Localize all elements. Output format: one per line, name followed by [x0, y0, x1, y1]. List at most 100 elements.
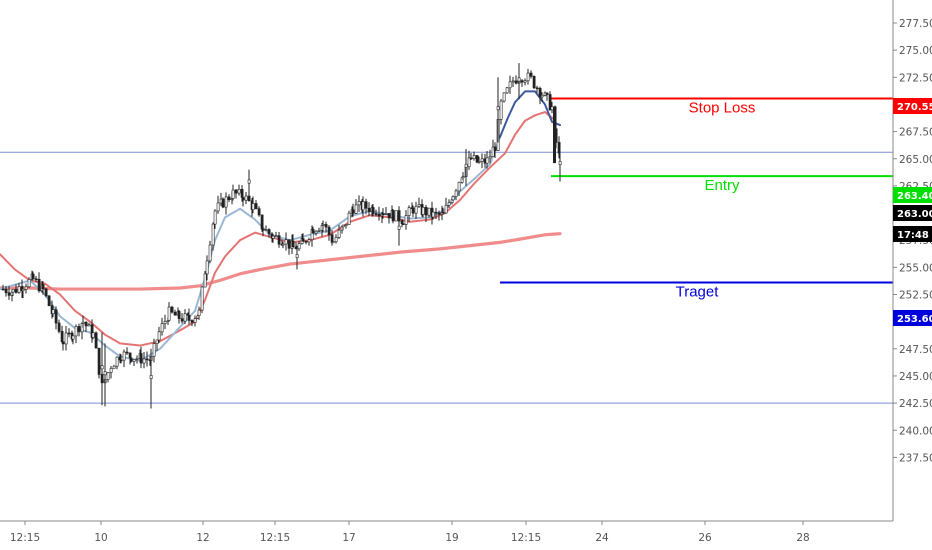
candle-body: [297, 243, 301, 250]
y-tick-label: 267.50: [899, 127, 932, 139]
candle-body: [523, 80, 527, 83]
ma-slow-line: [0, 111, 554, 347]
candle-body: [221, 198, 225, 208]
candle-body: [103, 371, 107, 376]
candle-body: [304, 240, 308, 243]
candle-body: [264, 229, 268, 231]
candle-body: [444, 204, 448, 214]
candle-body: [558, 161, 562, 166]
candle-body: [14, 289, 18, 293]
candle-body: [291, 240, 295, 248]
candle-body: [469, 157, 473, 160]
candle-body: [170, 306, 174, 313]
candle-body: [354, 204, 358, 214]
candle-body: [205, 260, 209, 275]
candle-body: [317, 229, 321, 232]
candle-body: [367, 207, 371, 213]
candle-body: [274, 235, 278, 237]
candle-body: [139, 353, 143, 364]
candle-body: [404, 215, 408, 225]
candle-body: [341, 224, 345, 228]
level-label-entry: Entry: [704, 177, 740, 194]
candle-body: [152, 343, 156, 357]
candle-body: [157, 331, 161, 341]
candle-body: [11, 289, 15, 293]
candle-body: [467, 157, 471, 168]
candle-body: [532, 76, 536, 89]
candle-body: [97, 347, 101, 375]
candle-body: [244, 195, 248, 201]
candle-body: [24, 286, 28, 290]
candle-body: [208, 244, 212, 262]
candle-body: [94, 332, 98, 349]
candle-body: [180, 318, 184, 322]
y-axis[interactable]: 277.50275.00272.50270.00267.50265.00262.…: [892, 0, 932, 521]
candle-body: [311, 229, 315, 234]
candle-body: [277, 235, 281, 245]
candle-body: [160, 323, 164, 333]
candle-body: [391, 210, 395, 222]
candle-body: [247, 179, 251, 184]
candle-body: [447, 202, 451, 206]
candle-body: [485, 157, 489, 164]
candle-body: [371, 207, 375, 214]
candle-body: [511, 80, 515, 83]
price-badge-label: 253.60: [897, 314, 932, 325]
candle-body: [54, 309, 58, 324]
candle-body: [454, 190, 458, 197]
candles: [1, 63, 562, 409]
candle-body: [37, 278, 41, 292]
candle-body: [261, 228, 265, 231]
candle-body: [431, 211, 435, 218]
candle-body: [545, 92, 549, 95]
plot-area[interactable]: Stop Loss Entry Traget: [0, 63, 893, 409]
candle-body: [529, 72, 533, 77]
y-tick-label: 237.50: [899, 452, 932, 464]
candle-body: [100, 365, 104, 370]
candle-body: [407, 207, 411, 216]
ma-fast-line: [0, 136, 501, 362]
candle-body: [493, 146, 497, 151]
candle-body: [132, 359, 136, 362]
candle-body: [526, 72, 530, 82]
candle-body: [74, 326, 78, 337]
x-tick-label: 10: [94, 532, 107, 544]
candle-body: [461, 176, 465, 179]
candle-body: [505, 87, 509, 94]
candle-body: [129, 357, 133, 362]
candle-body: [364, 201, 368, 209]
candle-body: [324, 224, 328, 228]
candle-body: [548, 94, 552, 111]
candle-body: [106, 372, 110, 380]
candle-body: [508, 81, 512, 89]
candle-body: [190, 320, 194, 323]
x-axis[interactable]: 12:15 10 12 12:15 17 19 12:15 24 26 28: [0, 520, 932, 550]
candle-body: [417, 204, 421, 207]
ma-long-line: [0, 232, 562, 291]
candle-body: [4, 288, 8, 294]
candle-body: [1, 288, 5, 291]
candle-body: [314, 230, 318, 234]
candle-body: [424, 207, 428, 216]
candle-body: [142, 358, 146, 364]
candle-body: [167, 306, 171, 321]
candle-body: [381, 213, 385, 215]
candle-body: [301, 238, 305, 242]
x-tick-label: 17: [342, 532, 355, 544]
x-tick-label: 12:15: [260, 532, 290, 544]
candle-body: [517, 77, 521, 82]
y-tick-label: 242.50: [899, 398, 932, 410]
candle-body: [540, 95, 544, 98]
candle-body: [321, 224, 325, 226]
candle-body: [550, 106, 554, 111]
candle-body: [109, 368, 113, 373]
candle-body: [257, 208, 261, 216]
candle-body: [384, 213, 388, 215]
price-badge-label: 17:48: [897, 230, 929, 241]
x-tick-label: 12: [196, 532, 209, 544]
candle-body: [216, 202, 220, 212]
y-tick-label: 255.00: [899, 262, 932, 274]
candle-body: [234, 189, 238, 194]
candle-body: [535, 87, 539, 90]
